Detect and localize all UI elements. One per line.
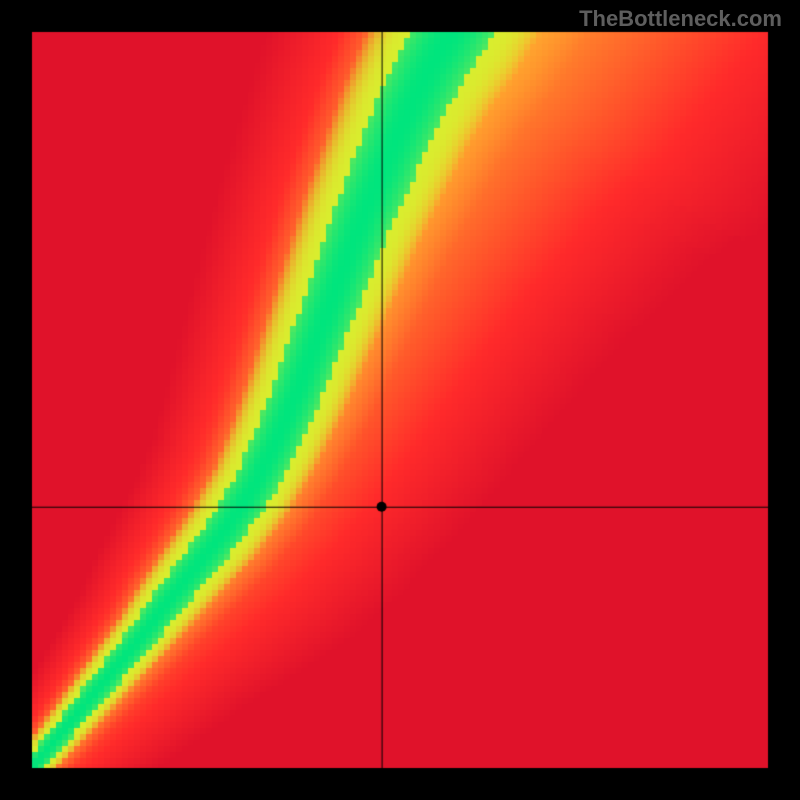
watermark-text: TheBottleneck.com xyxy=(579,6,782,32)
heatmap-canvas xyxy=(0,0,800,800)
chart-container: TheBottleneck.com xyxy=(0,0,800,800)
